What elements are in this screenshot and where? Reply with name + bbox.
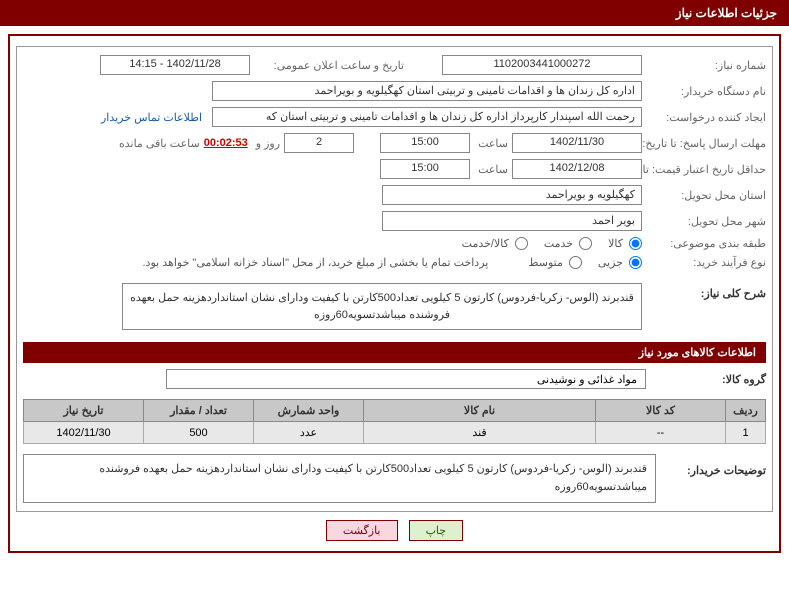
- radio-service[interactable]: [579, 237, 592, 250]
- buyer-notes-box: قندبرند (الوس- زکریا-فردوس) کارتون 5 کیل…: [23, 454, 656, 503]
- page-title-bar: جزئیات اطلاعات نیاز: [0, 0, 789, 26]
- group-label: گروه کالا:: [646, 373, 766, 386]
- table-header-row: ردیف کد کالا نام کالا واحد شمارش تعداد /…: [24, 400, 766, 422]
- remaining-label: ساعت باقی مانده: [115, 137, 200, 150]
- countdown-timer: 00:02:53: [204, 137, 248, 149]
- delivery-province: کهگیلویه و بویراحمد: [382, 185, 642, 205]
- radio-both[interactable]: [515, 237, 528, 250]
- th-qty: تعداد / مقدار: [144, 400, 254, 422]
- days-count: 2: [284, 133, 354, 153]
- details-box: شماره نیاز: 1102003441000272 تاریخ و ساع…: [16, 46, 773, 512]
- announce-value: 1402/11/28 - 14:15: [100, 55, 250, 75]
- process-radios: جزیی متوسط: [516, 256, 642, 269]
- deadline-label: مهلت ارسال پاسخ: تا تاریخ:: [646, 137, 766, 150]
- th-date: تاریخ نیاز: [24, 400, 144, 422]
- table-row: 1 -- قند عدد 500 1402/11/30: [24, 422, 766, 444]
- buyer-notes-label: توضیحات خریدار:: [656, 454, 766, 477]
- th-unit: واحد شمارش: [254, 400, 364, 422]
- cell-unit: عدد: [254, 422, 364, 444]
- th-code: کد کالا: [596, 400, 726, 422]
- need-no-value: 1102003441000272: [442, 55, 642, 75]
- announce-label: تاریخ و ساعت اعلان عمومی:: [254, 59, 404, 72]
- overall-desc-label: شرح کلی نیاز:: [646, 279, 766, 300]
- delivery-province-label: استان محل تحویل:: [646, 189, 766, 202]
- time-label-1: ساعت: [474, 137, 508, 150]
- cell-name: قند: [364, 422, 596, 444]
- items-section-title: اطلاعات کالاهای مورد نیاز: [23, 342, 766, 363]
- radio-both-label: کالا/خدمت: [462, 237, 509, 250]
- button-row: چاپ بازگشت: [16, 520, 773, 541]
- deadline-time: 15:00: [380, 133, 470, 153]
- days-and-label: روز و: [252, 137, 280, 150]
- validity-label: حداقل تاریخ اعتبار قیمت: تا تاریخ:: [621, 163, 766, 176]
- validity-time: 15:00: [380, 159, 470, 179]
- page-title: جزئیات اطلاعات نیاز: [676, 6, 777, 20]
- cell-code: --: [596, 422, 726, 444]
- radio-goods[interactable]: [629, 237, 642, 250]
- radio-service-label: خدمت: [544, 237, 573, 250]
- payment-note: پرداخت تمام یا بخشی از مبلغ خرید، از محل…: [143, 256, 489, 269]
- time-label-2: ساعت: [474, 163, 508, 176]
- validity-date: 1402/12/08: [512, 159, 642, 179]
- need-no-label: شماره نیاز:: [646, 59, 766, 72]
- buyer-org-label: نام دستگاه خریدار:: [646, 85, 766, 98]
- radio-medium-label: متوسط: [528, 256, 563, 269]
- th-idx: ردیف: [726, 400, 766, 422]
- category-label: طبقه بندی موضوعی:: [646, 237, 766, 250]
- back-button[interactable]: بازگشت: [326, 520, 398, 541]
- radio-partial[interactable]: [629, 256, 642, 269]
- delivery-city: بویر احمد: [382, 211, 642, 231]
- radio-medium[interactable]: [569, 256, 582, 269]
- items-table: ردیف کد کالا نام کالا واحد شمارش تعداد /…: [23, 399, 766, 444]
- th-name: نام کالا: [364, 400, 596, 422]
- radio-partial-label: جزیی: [598, 256, 623, 269]
- radio-goods-label: کالا: [608, 237, 623, 250]
- cell-idx: 1: [726, 422, 766, 444]
- process-label: نوع فرآیند خرید:: [646, 256, 766, 269]
- requester-value: رحمت الله اسپندار کارپرداز اداره کل زندا…: [212, 107, 642, 127]
- overall-desc-box: قندبرند (الوس- زکریا-فردوس) کارتون 5 کیل…: [122, 283, 642, 330]
- delivery-city-label: شهر محل تحویل:: [646, 215, 766, 228]
- group-value: مواد غذائی و نوشیدنی: [166, 369, 646, 389]
- cell-date: 1402/11/30: [24, 422, 144, 444]
- cell-qty: 500: [144, 422, 254, 444]
- print-button[interactable]: چاپ: [409, 520, 464, 541]
- main-panel: شماره نیاز: 1102003441000272 تاریخ و ساع…: [8, 34, 781, 553]
- category-radios: کالا خدمت کالا/خدمت: [450, 237, 642, 250]
- buyer-org-value: اداره کل زندان ها و اقدامات تامینی و ترب…: [212, 81, 642, 101]
- requester-label: ایجاد کننده درخواست:: [646, 111, 766, 124]
- buyer-contact-link[interactable]: اطلاعات تماس خریدار: [101, 111, 202, 124]
- deadline-date: 1402/11/30: [512, 133, 642, 153]
